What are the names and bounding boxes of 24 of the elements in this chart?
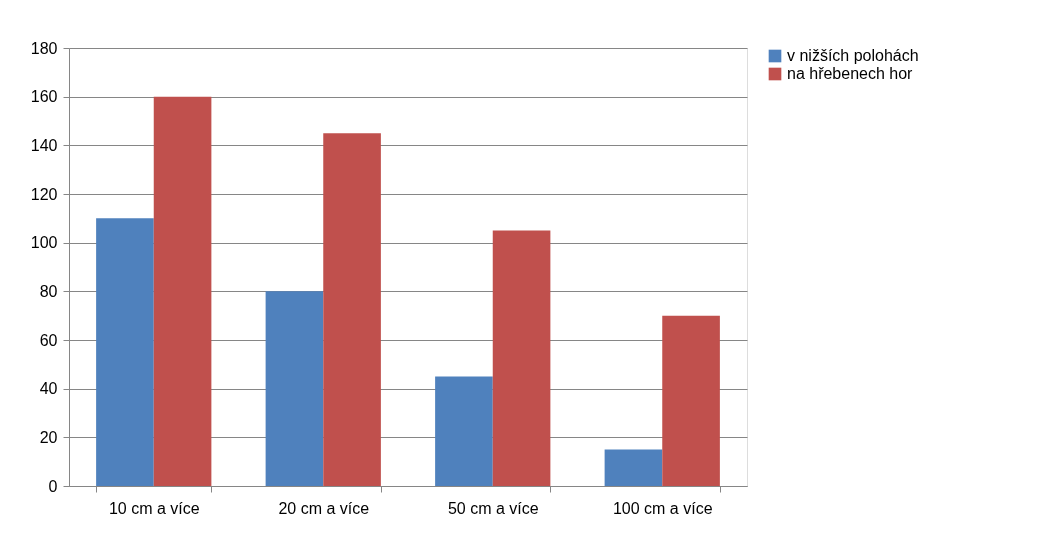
bar — [492, 230, 551, 486]
x-tick-label: 10 cm a více — [108, 499, 200, 517]
y-tick-label: 180 — [30, 39, 58, 57]
x-tick-label: 100 cm a více — [612, 499, 713, 517]
bar — [435, 376, 493, 486]
y-tick-label: 60 — [39, 331, 58, 349]
legend-label: v nižších polohách — [787, 47, 919, 64]
y-tick-label: 20 — [39, 428, 58, 446]
y-tick-label: 80 — [39, 282, 58, 300]
y-tick-label: 160 — [30, 88, 58, 106]
y-tick-label: 120 — [30, 185, 58, 203]
bar — [153, 96, 212, 486]
bar — [96, 218, 154, 486]
y-tick-label: 100 — [30, 234, 58, 252]
bar — [604, 449, 663, 486]
bar — [265, 291, 324, 486]
y-tick-label: 140 — [30, 136, 58, 154]
x-tick-label: 50 cm a více — [447, 499, 539, 517]
y-tick-label: 40 — [39, 380, 58, 398]
legend-label: na hřebenech hor — [787, 65, 914, 82]
bar — [662, 315, 720, 486]
x-tick-label: 20 cm a více — [278, 499, 370, 517]
y-tick-label: 0 — [48, 477, 58, 495]
bar — [323, 133, 381, 486]
